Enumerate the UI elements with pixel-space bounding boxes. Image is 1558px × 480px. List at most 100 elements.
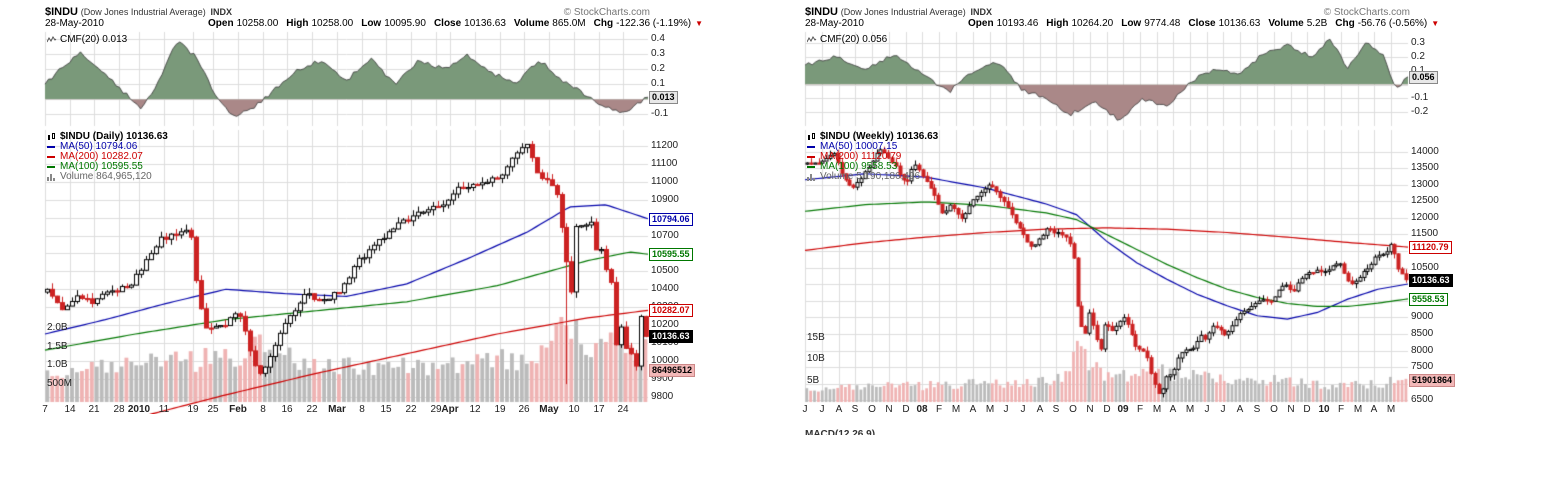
price-tick-label: 10700 [651,230,679,241]
volume-value-box: 86496512 [649,364,696,377]
x-axis-label: S [1253,404,1261,415]
cmf-tick-label: 0.1 [651,78,665,89]
x-axis-label: M [1353,404,1363,415]
volume-series: Volume 864,965,120 [47,172,168,182]
x-axis-label: 16 [281,404,293,415]
x-axis-label: F [935,404,943,415]
symbol-ticker: $INDU [805,6,839,18]
ohlc-value: 10258.00 [236,18,279,29]
price-tick-label: 11000 [651,176,679,187]
ma-value-box: 10794.06 [649,213,693,226]
price-tick-label: 10000 [651,355,679,366]
weekly-chart-panel: $INDU (Dow Jones Industrial Average) IND… [798,2,1522,472]
candles-icon [807,133,817,141]
ohlc-value: 10193.46 [996,18,1039,29]
x-axis-label: S [851,404,859,415]
ohlc-value: 10264.20 [1071,18,1114,29]
x-axis-label: N [1086,404,1094,415]
main-legend: $INDU (Daily) 10136.63 MA(50) 10794.06 MA(… [47,132,168,182]
ma-series-label: MA(200) 11120.79 [820,151,902,162]
price-tick-label: 10500 [651,265,679,276]
ohlc-row: Open 10258.00 High 10258.00 Low 10095.90 Close… [208,18,703,29]
x-axis-label: A [1169,404,1177,415]
ohlc-value: 10095.90 [384,18,426,29]
cmf-tick-label: 0.1 [1411,66,1425,76]
x-axis-label: 12 [469,404,481,415]
price-tick-label: 6500 [1411,394,1434,405]
x-axis-label: J [1003,404,1009,415]
ma-series-label: MA(50) 10007.15 [820,141,898,152]
x-axis-label: D [1303,404,1311,415]
ma-series-label: MA(50) 10794.06 [60,141,138,152]
x-axis-label: Feb [229,404,247,415]
x-axis-label: 10 [1318,404,1330,415]
symbol-name: (Dow Jones Industrial Average) [840,7,966,17]
volume-tick-label: 10B [807,353,825,364]
ma-series: MA(200) 11120.79 [807,152,938,162]
x-axis-label: 10 [568,404,580,415]
x-axis-label: N [1287,404,1295,415]
ohlc-label: Low [1121,18,1142,29]
x-axis-label: 11 [158,404,170,415]
main-legend: $INDU (Weekly) 10136.63 MA(50) 10007.15 MA… [807,132,938,182]
weekly-chart-canvas [798,2,1522,414]
ma-series: MA(200) 10282.07 [47,152,168,162]
price-tick-label: 11500 [1411,228,1439,239]
cmf-indicator: CMF(20) 0.056 [807,35,887,45]
price-tick-label: 13500 [1411,162,1439,173]
chart-header: $INDU (Dow Jones Industrial Average) IND… [45,6,232,18]
ma-series: MA(50) 10794.06 [47,142,168,152]
x-axis-label: 09 [1117,404,1129,415]
price-tick-label: 9900 [651,373,674,384]
ohlc-label: Close [1188,18,1216,29]
ma-series-label: MA(100) 9558.53 [820,161,898,172]
cmf-tick-label: 0.3 [1411,37,1425,48]
cmf-indicator-label: CMF(20) 0.013 [60,34,128,45]
cmf-legend: CMF(20) 0.056 [807,35,887,45]
price-tick-label: 9800 [651,391,674,402]
volume-tick-label: 15B [807,332,825,343]
ohlc-label: Volume [513,18,550,29]
price-tick-label: 11100 [651,158,678,169]
x-axis-label: 25 [207,404,219,415]
symbol-name: (Dow Jones Industrial Average) [80,7,206,17]
ohlc-label: Open [208,18,234,29]
x-axis-label: 14 [64,404,76,415]
price-tick-label: 9000 [1411,311,1434,322]
cmf-tick-label: 0.2 [651,63,665,74]
copyright-label: © StockCharts.com [563,7,650,18]
x-axis-label: M [1185,404,1195,415]
ohlc-value: -56.76 (-0.56%) [1357,18,1428,29]
exchange-label: INDX [210,7,232,17]
ohlc-label: Chg [593,18,614,29]
volume-series-label: Volume 5,190,186,496 [820,171,921,182]
dash-icon [807,163,817,171]
dash-icon [47,153,57,161]
ohlc-row: Open 10193.46 High 10264.20 Low 9774.48 Close 1… [968,18,1439,29]
x-axis-label: A [1236,404,1244,415]
price-tick-label: 11200 [651,140,679,151]
price-tick-label: 13000 [1411,179,1439,190]
clipped-indicator-label: MACD(12,26,9) [805,429,876,435]
x-axis-label: J [802,404,808,415]
ohlc-label: High [286,18,309,29]
x-axis-label: 17 [593,404,605,415]
x-axis-label: 22 [306,404,318,415]
dash-icon [807,153,817,161]
ohlc-value: 865.0M [552,18,586,29]
volume-value-box: 51901864 [1409,374,1456,387]
cmf-tick-label: -0.1 [1411,92,1429,103]
volume-tick-label: 5B [807,375,820,386]
volume-tick-label: 1.5B [47,341,68,352]
ohlc-value: 10136.63 [464,18,506,29]
price-tick-label: 10200 [651,319,679,330]
cmf-tick-label: -0.2 [1411,106,1429,117]
ohlc-value: 5.2B [1306,18,1328,29]
ma-series: MA(100) 9558.53 [807,162,938,172]
price-series: $INDU (Weekly) 10136.63 [807,132,938,142]
x-axis-label: S [1052,404,1060,415]
ma-value-box: 10595.55 [649,248,693,261]
x-axis-label: A [835,404,843,415]
chart-header: $INDU (Dow Jones Industrial Average) IND… [805,6,992,18]
ohlc-label: Open [968,18,994,29]
